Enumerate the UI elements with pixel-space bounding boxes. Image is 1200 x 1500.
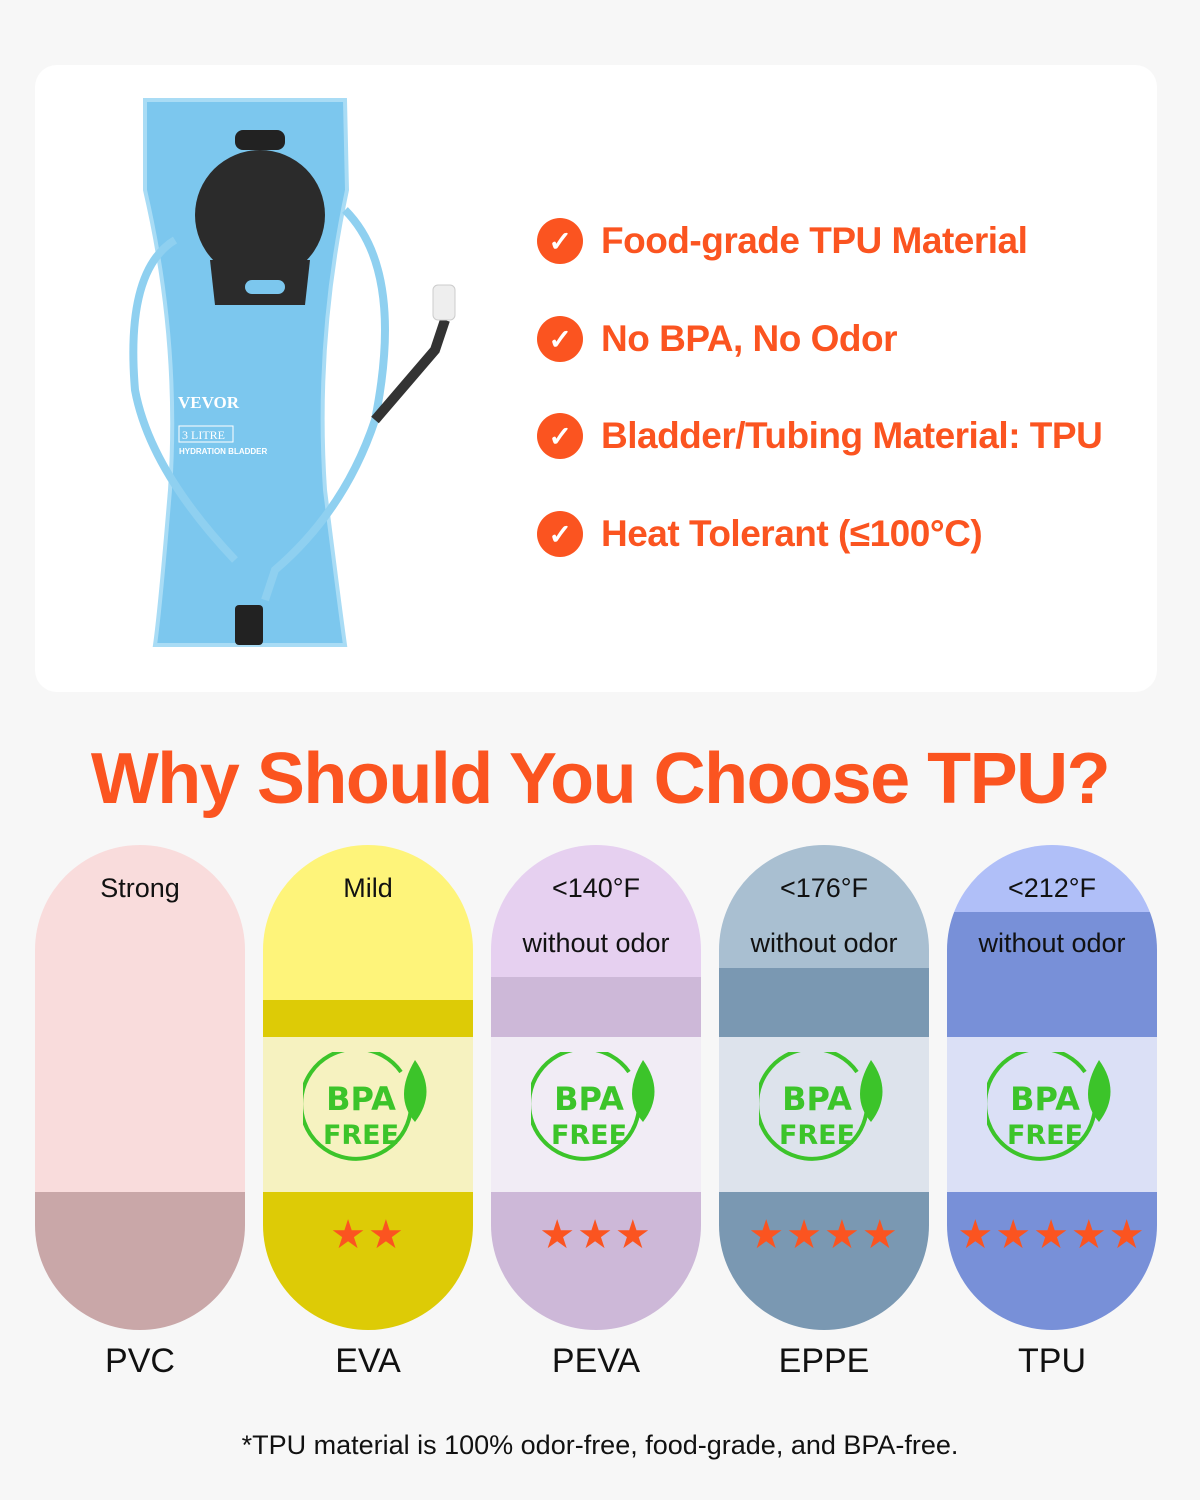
column-band (263, 1192, 473, 1330)
check-circle-icon: ✓ (537, 218, 583, 264)
column-band (947, 912, 1157, 1037)
svg-text:HYDRATION BLADDER: HYDRATION BLADDER (179, 447, 268, 456)
svg-text:BPA: BPA (1010, 1080, 1080, 1118)
brand-logo: VEVOR (178, 393, 240, 412)
column-band (719, 968, 929, 1037)
star-rating: ★★★ (539, 1213, 653, 1257)
svg-text:BPA: BPA (326, 1080, 396, 1118)
svg-text:FREE: FREE (551, 1120, 627, 1151)
column-band (263, 1037, 473, 1192)
svg-text:3 LITRE: 3 LITRE (182, 428, 225, 442)
material-name: EPPE (778, 1342, 870, 1380)
feature-item: ✓ Bladder/Tubing Material: TPU (537, 413, 1103, 459)
temperature-label: <212°F (1007, 873, 1097, 903)
feature-item: ✓ Food-grade TPU Material (537, 218, 1028, 264)
column-band (719, 1192, 929, 1330)
star-rating: ★★★★ (748, 1213, 900, 1257)
material-column-tpu: <212°F without odor BPA FREE ★★★★★ (947, 845, 1157, 1330)
column-band (263, 845, 473, 1000)
check-circle-icon: ✓ (537, 511, 583, 557)
column-band (263, 1000, 473, 1037)
column-band (719, 845, 929, 968)
hydration-bladder-image: VEVOR 3 LITRE HYDRATION BLADDER (129, 98, 456, 647)
column-band (719, 1037, 929, 1192)
svg-text:BPA: BPA (554, 1080, 624, 1118)
material-name: TPU (1018, 1342, 1086, 1380)
column-band (491, 1192, 701, 1330)
check-circle-icon: ✓ (537, 316, 583, 362)
odor-label: without odor (978, 928, 1126, 958)
column-band (35, 1192, 245, 1330)
column-band (491, 977, 701, 1037)
temperature-label: <176°F (779, 873, 869, 903)
star-rating: ★★★★★ (957, 1213, 1147, 1257)
material-column-pvc: Strong (35, 845, 245, 1330)
material-column-eva: Mild BPA FREE ★★ (263, 845, 473, 1330)
material-name: EVA (335, 1342, 401, 1380)
section-title: Why Should You Choose TPU? (90, 739, 1111, 819)
column-band (947, 845, 1157, 912)
feature-item: ✓ No BPA, No Odor (537, 316, 898, 362)
feature-item: ✓ Heat Tolerant (≤100°C) (537, 511, 983, 557)
svg-text:FREE: FREE (1007, 1120, 1083, 1151)
odor-label: without odor (750, 928, 898, 958)
material-name: PEVA (551, 1342, 641, 1380)
material-name: PVC (105, 1342, 175, 1380)
check-circle-icon: ✓ (537, 413, 583, 459)
star-rating: ★★ (330, 1213, 406, 1257)
column-band (491, 1037, 701, 1192)
svg-text:FREE: FREE (779, 1120, 855, 1151)
column-band (491, 845, 701, 977)
odor-label: Mild (343, 873, 393, 903)
product-card: VEVOR 3 LITRE HYDRATION BLADDER ✓ Food-gr… (35, 65, 1157, 692)
column-band (947, 1037, 1157, 1192)
footnote: *TPU material is 100% odor-free, food-gr… (241, 1430, 959, 1460)
temperature-label: <140°F (551, 873, 641, 903)
svg-text:BPA: BPA (782, 1080, 852, 1118)
odor-label: without odor (522, 928, 670, 958)
svg-text:FREE: FREE (323, 1120, 399, 1151)
column-band (947, 1192, 1157, 1330)
material-column-peva: <140°F without odor BPA FREE ★★★ (491, 845, 701, 1330)
odor-label: Strong (100, 873, 180, 903)
column-band (35, 845, 245, 1192)
material-column-eppe: <176°F without odor BPA FREE ★★★★ (719, 845, 929, 1330)
